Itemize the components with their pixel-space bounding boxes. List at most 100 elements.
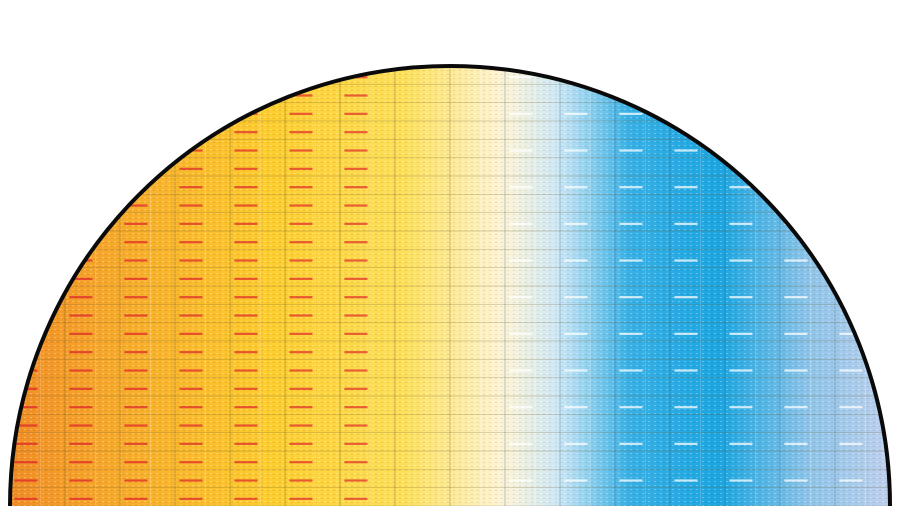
die-accent-mark (289, 497, 313, 500)
die-accent-mark (784, 369, 808, 372)
die-accent-mark (509, 149, 533, 152)
die-accent-mark (619, 369, 643, 372)
die-accent-mark (674, 442, 698, 445)
die-accent-mark (179, 314, 203, 317)
die-accent-mark (234, 131, 258, 134)
die-accent-mark (124, 314, 148, 317)
die-accent-mark (124, 387, 148, 390)
die-accent-mark (619, 259, 643, 262)
die-accent-mark (234, 167, 258, 170)
die-accent-mark (289, 406, 313, 409)
die-accent-mark (564, 186, 588, 189)
die-accent-mark (564, 296, 588, 299)
die-accent-mark (69, 351, 93, 354)
die-accent-mark (839, 369, 863, 372)
die-accent-mark (344, 442, 368, 445)
die-accent-mark (234, 222, 258, 225)
die-accent-mark (619, 112, 643, 115)
die-accent-mark (729, 369, 753, 372)
die-accent-mark (69, 277, 93, 280)
die-accent-mark (234, 424, 258, 427)
die-accent-mark (674, 149, 698, 152)
die-accent-mark (509, 406, 533, 409)
die-accent-mark (344, 387, 368, 390)
die-accent-mark (344, 204, 368, 207)
die-accent-mark (69, 461, 93, 464)
die-accent-mark (344, 461, 368, 464)
die-accent-mark (289, 387, 313, 390)
die-accent-mark (179, 204, 203, 207)
die-accent-mark (179, 479, 203, 482)
die-accent-mark (234, 387, 258, 390)
die-accent-mark (344, 277, 368, 280)
die-accent-mark (124, 222, 148, 225)
die-accent-mark (344, 167, 368, 170)
die-accent-mark (289, 479, 313, 482)
die-accent-mark (69, 424, 93, 427)
die-accent-mark (289, 461, 313, 464)
die-accent-mark (289, 351, 313, 354)
die-accent-mark (179, 332, 203, 335)
die-accent-mark (289, 332, 313, 335)
die-accent-mark (179, 296, 203, 299)
die-accent-mark (619, 479, 643, 482)
die-accent-mark (784, 479, 808, 482)
die-accent-mark (124, 406, 148, 409)
die-accent-mark (289, 167, 313, 170)
die-accent-mark (344, 94, 368, 97)
die-accent-mark (564, 259, 588, 262)
die-accent-mark (289, 259, 313, 262)
die-accent-mark (289, 369, 313, 372)
wafer-rim (8, 64, 892, 506)
die-accent-mark (234, 277, 258, 280)
die-accent-mark (234, 314, 258, 317)
die-accent-mark (124, 296, 148, 299)
die-accent-mark (234, 406, 258, 409)
die-accent-mark (124, 204, 148, 207)
die-accent-mark (729, 186, 753, 189)
die-accent-mark (179, 424, 203, 427)
die-accent-mark (69, 387, 93, 390)
die-accent-mark (234, 332, 258, 335)
die-accent-mark (124, 332, 148, 335)
die-accent-mark (344, 112, 368, 115)
die-accent-mark (674, 259, 698, 262)
die-accent-mark (124, 351, 148, 354)
die-accent-mark (234, 479, 258, 482)
die-accent-mark (564, 406, 588, 409)
die-accent-mark (14, 406, 38, 409)
die-accent-mark (674, 479, 698, 482)
die-accent-mark (69, 296, 93, 299)
die-accent-mark (619, 149, 643, 152)
die-accent-mark (784, 296, 808, 299)
die-accent-mark (564, 332, 588, 335)
die-accent-mark (344, 314, 368, 317)
die-accent-mark (14, 479, 38, 482)
die-accent-mark (674, 406, 698, 409)
die-accent-mark (234, 259, 258, 262)
die-accent-mark (509, 112, 533, 115)
die-accent-mark (619, 296, 643, 299)
die-accent-mark (344, 332, 368, 335)
die-accent-mark (14, 424, 38, 427)
die-accent-mark (234, 497, 258, 500)
die-accent-mark (124, 461, 148, 464)
die-accent-mark (344, 149, 368, 152)
die-accent-mark (124, 497, 148, 500)
die-accent-mark (619, 186, 643, 189)
die-accent-mark (234, 351, 258, 354)
die-accent-mark (619, 406, 643, 409)
die-accent-mark (509, 442, 533, 445)
die-accent-mark (289, 222, 313, 225)
die-accent-mark (839, 406, 863, 409)
die-accent-mark (509, 479, 533, 482)
die-accent-mark (179, 442, 203, 445)
die-accent-mark (69, 406, 93, 409)
die-accent-mark (289, 94, 313, 97)
die-accent-mark (179, 461, 203, 464)
die-accent-mark (564, 479, 588, 482)
die-accent-mark (674, 332, 698, 335)
die-accent-mark (729, 442, 753, 445)
die-accent-mark (509, 369, 533, 372)
die-accent-mark (839, 442, 863, 445)
